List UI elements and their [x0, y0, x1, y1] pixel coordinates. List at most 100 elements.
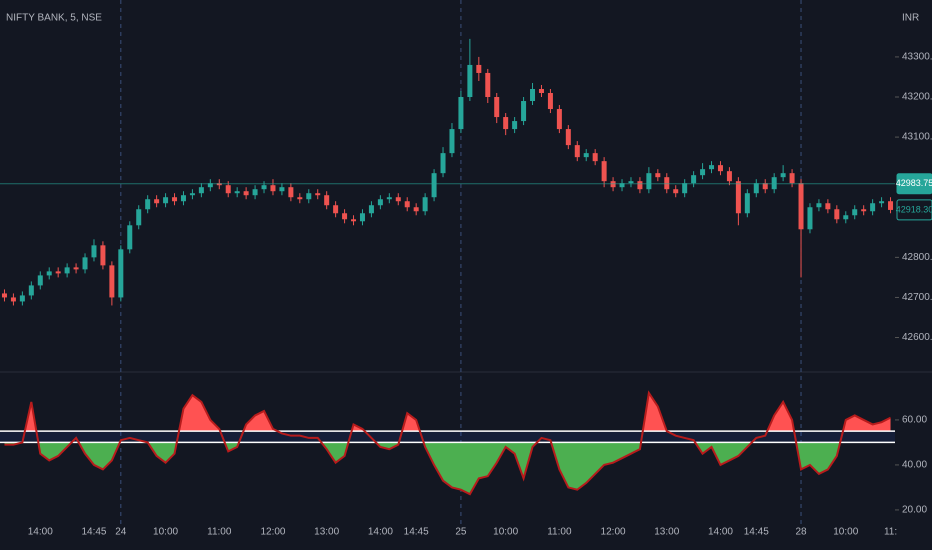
price-marker-label: 42918.30 — [896, 204, 932, 214]
candle-body — [180, 195, 186, 202]
price-marker-label: 42983.75 — [896, 178, 932, 188]
candle-body — [655, 173, 661, 178]
candle-body — [619, 183, 625, 188]
candle-body — [297, 197, 303, 200]
candle-body — [243, 191, 249, 196]
x-tick-label: 14:45 — [81, 527, 106, 538]
candle-body — [565, 129, 571, 146]
y-tick-label: 43200.00 — [902, 92, 932, 103]
candle-body — [422, 197, 428, 212]
candle-body — [637, 181, 643, 190]
price-marker — [896, 199, 932, 221]
candle-body — [324, 195, 330, 206]
y-tick-label: 42700.00 — [902, 292, 932, 303]
candle-body — [789, 173, 795, 184]
x-tick-label: 14:45 — [744, 527, 769, 538]
x-tick-label: 14:45 — [404, 527, 429, 538]
candle-body — [288, 187, 294, 198]
x-tick-label: 13:00 — [314, 527, 339, 538]
candle-body — [46, 271, 52, 276]
candle-body — [261, 185, 267, 190]
candle-body — [216, 183, 222, 186]
candle-body — [252, 189, 258, 196]
candle-body — [163, 197, 169, 204]
candle-body — [333, 205, 339, 214]
candle-body — [735, 181, 741, 214]
candle-body — [726, 171, 732, 182]
y-tick-label: 43100.00 — [902, 132, 932, 143]
candle-body — [780, 173, 786, 178]
candle-body — [494, 97, 500, 118]
candle-body — [825, 203, 831, 210]
candle-body — [207, 183, 213, 188]
candle-body — [109, 265, 115, 298]
x-tick-label: 12:00 — [260, 527, 285, 538]
x-tick-label: 10:00 — [833, 527, 858, 538]
candle-body — [315, 193, 321, 196]
oscillator-line — [4, 390, 891, 496]
candle-body — [583, 153, 589, 158]
candle-body — [816, 203, 822, 208]
candle-body — [673, 189, 679, 194]
candle-body — [807, 207, 813, 230]
y-tick-label: 42600.00 — [902, 332, 932, 343]
candle-body — [538, 88, 544, 93]
chart-title: NIFTY BANK, 5, NSE — [6, 13, 102, 24]
candle-body — [28, 285, 34, 296]
candle-body — [879, 201, 885, 204]
candle-body — [279, 187, 285, 192]
candle-body — [628, 181, 634, 184]
price-marker — [896, 173, 932, 195]
y-tick-label: 40.00 — [902, 460, 927, 471]
candle-body — [556, 109, 562, 130]
candle-body — [234, 191, 240, 194]
area-above — [24, 392, 891, 432]
candle-body — [449, 129, 455, 154]
candle-body — [351, 219, 357, 222]
x-tick-label: 11: — [884, 527, 897, 538]
candle-body — [682, 183, 688, 194]
candle-body — [521, 101, 527, 122]
x-tick-label: 11:00 — [547, 527, 572, 538]
candle-body — [10, 297, 16, 302]
candle-body — [189, 193, 195, 196]
candle-body — [646, 173, 652, 190]
candle-body — [377, 199, 383, 206]
candle-body — [664, 177, 670, 190]
x-tick-label: 13:00 — [654, 527, 679, 538]
area-below — [4, 442, 891, 495]
candle-body — [512, 121, 518, 130]
x-tick-label: 14:00 — [708, 527, 733, 538]
candle-body — [136, 209, 142, 226]
candle-body — [834, 209, 840, 220]
candle-body — [404, 201, 410, 208]
candle-body — [64, 267, 70, 274]
candle-body — [717, 165, 723, 172]
candle-body — [753, 183, 759, 194]
candle-body — [100, 245, 106, 266]
candle-body — [225, 185, 231, 194]
y-tick-label: 43300.00 — [902, 52, 932, 63]
candle-body — [467, 64, 473, 98]
x-tick-label: 14:00 — [368, 527, 393, 538]
candle-body — [592, 153, 598, 162]
x-tick-label: 12:00 — [601, 527, 626, 538]
candle-body — [888, 201, 894, 210]
x-tick-label: 10:00 — [493, 527, 518, 538]
candle-body — [610, 181, 616, 188]
candle-body — [55, 271, 61, 274]
candle-body — [154, 199, 160, 204]
x-tick-label: 11:00 — [207, 527, 232, 538]
candle-body — [798, 183, 804, 230]
x-tick-label: 24 — [115, 527, 127, 538]
candle-body — [37, 275, 43, 286]
candle-body — [91, 245, 97, 258]
candle-body — [762, 183, 768, 190]
candle-body — [870, 203, 876, 212]
candle-body — [19, 295, 25, 302]
candle-body — [843, 215, 849, 220]
x-tick-label: 14:00 — [28, 527, 53, 538]
candle-body — [861, 209, 867, 212]
